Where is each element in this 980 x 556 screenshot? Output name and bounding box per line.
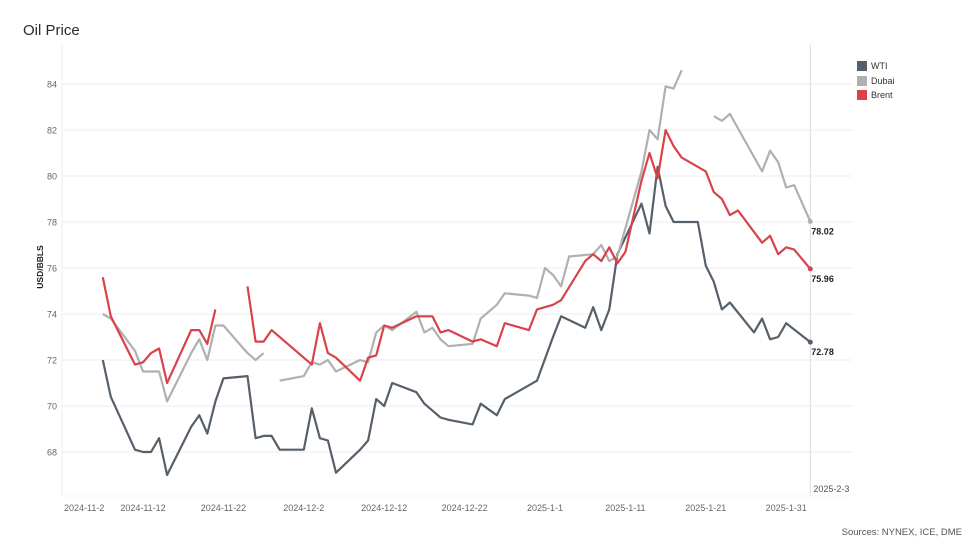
end-marker-wti[interactable] xyxy=(807,339,813,345)
grid-lines xyxy=(61,44,852,497)
y-axis: 68 70 72 74 76 78 80 82 84 xyxy=(47,80,57,458)
x-tick-label: 2024-12-12 xyxy=(361,503,407,513)
x-tick-label: 2025-1-31 xyxy=(766,503,807,513)
x-tick-label: 2025-1-11 xyxy=(605,503,645,513)
y-tick-label: 76 xyxy=(47,264,57,274)
end-marker-brent[interactable] xyxy=(807,266,813,272)
reference-line: 2025-2-3 xyxy=(809,44,849,496)
x-axis: 2024-11-2 2024-11-12 2024-11-22 2024-12-2 20… xyxy=(64,503,807,513)
legend: WTI Dubai Brent xyxy=(857,59,895,103)
y-tick-label: 78 xyxy=(47,218,57,228)
legend-item-dubai[interactable]: Dubai xyxy=(857,74,895,89)
legend-label-brent: Brent xyxy=(871,90,893,101)
x-tick-label: 2025-1-21 xyxy=(685,503,726,513)
y-tick-label: 80 xyxy=(47,172,57,182)
x-tick-label: 2024-11-2 xyxy=(64,503,104,513)
legend-swatch-wti xyxy=(857,61,867,72)
x-tick-label: 2024-11-12 xyxy=(120,503,165,513)
end-label-brent: 75.96 xyxy=(811,274,834,284)
x-tick-label: 2025-1-1 xyxy=(527,503,563,513)
y-axis-label: USD/BBLS xyxy=(35,245,45,289)
legend-item-wti[interactable]: WTI xyxy=(857,59,895,74)
legend-item-brent[interactable]: Brent xyxy=(857,88,895,103)
legend-label-dubai: Dubai xyxy=(871,75,895,86)
x-tick-label: 2024-11-22 xyxy=(201,503,246,513)
legend-swatch-dubai xyxy=(857,75,867,86)
chart-title: Oil Price xyxy=(23,22,80,39)
end-label-wti: 72.78 xyxy=(811,347,834,357)
y-tick-label: 70 xyxy=(47,402,57,412)
series-line-wti[interactable] xyxy=(101,165,811,477)
end-marker-dubai[interactable] xyxy=(807,219,813,224)
x-tick-label: 2024-12-22 xyxy=(442,503,488,513)
x-tick-label: 2024-12-2 xyxy=(283,503,324,513)
legend-swatch-brent xyxy=(857,90,867,101)
end-label-dubai: 78.02 xyxy=(811,227,834,237)
series-line-dubai[interactable] xyxy=(102,69,812,403)
y-tick-label: 82 xyxy=(47,126,57,136)
y-tick-label: 84 xyxy=(47,80,57,90)
y-tick-label: 74 xyxy=(47,310,57,320)
reference-line-label: 2025-2-3 xyxy=(813,484,849,494)
sources-note: Sources: NYNEX, ICE, DME xyxy=(841,527,962,538)
y-tick-label: 68 xyxy=(47,448,57,458)
series-line-brent[interactable] xyxy=(101,128,812,385)
series-lines xyxy=(101,69,812,477)
end-labels: 72.78 78.02 75.96 xyxy=(807,219,834,357)
legend-label-wti: WTI xyxy=(871,61,888,72)
y-tick-label: 72 xyxy=(47,356,57,366)
